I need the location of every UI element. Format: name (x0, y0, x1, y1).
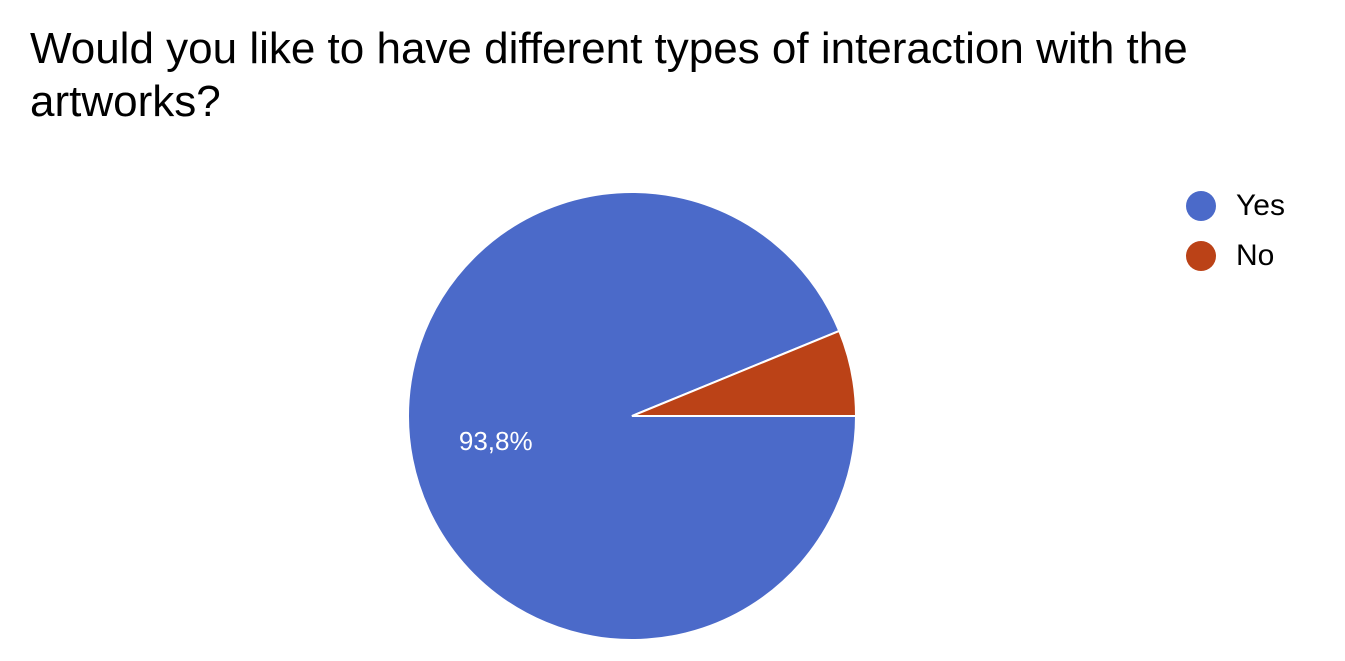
chart-title: Would you like to have different types o… (30, 24, 1188, 126)
pie-slice-yes[interactable] (407, 191, 858, 641)
legend-item-no[interactable]: No (1186, 236, 1285, 276)
legend-swatch-yes (1186, 191, 1216, 221)
legend-label-yes: Yes (1236, 189, 1285, 222)
legend-swatch-no (1186, 241, 1216, 271)
pie-slice-no[interactable] (631, 329, 858, 417)
legend-item-yes[interactable]: Yes (1186, 186, 1285, 226)
legend: Yes No (1186, 186, 1285, 286)
slice-label-yes: 93,8% (459, 426, 533, 456)
legend-label-no: No (1236, 239, 1275, 272)
